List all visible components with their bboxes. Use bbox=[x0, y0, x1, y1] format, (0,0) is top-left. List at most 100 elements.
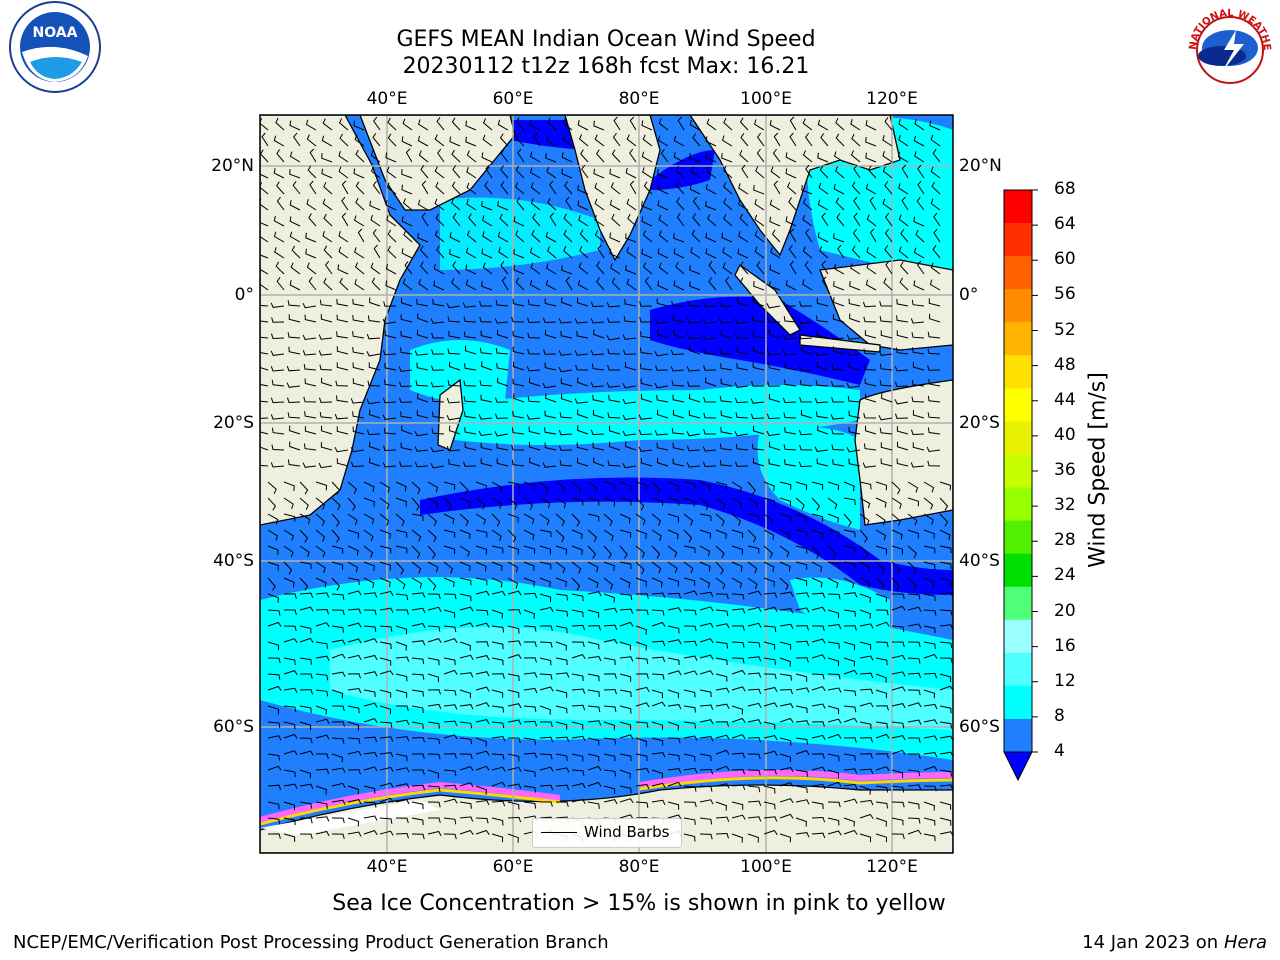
wind-barb bbox=[875, 593, 888, 603]
colorbar-segment bbox=[1004, 322, 1032, 356]
wind-barb bbox=[315, 734, 330, 740]
wind-barb bbox=[384, 379, 397, 387]
wind-barb bbox=[315, 768, 330, 775]
wind-barb bbox=[821, 276, 829, 291]
wind-barb bbox=[395, 561, 405, 575]
wind-barb bbox=[779, 688, 793, 695]
wind-barb bbox=[336, 314, 349, 323]
wind-barb bbox=[379, 497, 390, 510]
wind-barb bbox=[703, 428, 716, 435]
wind-barb bbox=[270, 414, 285, 420]
wind-barb bbox=[875, 497, 887, 508]
wind-barb bbox=[789, 228, 797, 243]
wind-barb bbox=[779, 782, 794, 787]
wind-barb bbox=[401, 297, 413, 307]
wind-barb bbox=[735, 461, 749, 467]
wind-barb bbox=[587, 609, 600, 618]
wind-barb bbox=[687, 333, 701, 339]
wind-barb bbox=[721, 232, 733, 243]
wind-barb bbox=[331, 653, 346, 659]
wind-barb bbox=[939, 784, 953, 790]
wind-barb bbox=[738, 231, 749, 243]
wind-barb bbox=[923, 703, 938, 710]
wind-barb bbox=[385, 152, 397, 163]
wind-barb bbox=[399, 381, 413, 388]
wind-barb bbox=[402, 198, 413, 211]
wind-barb bbox=[363, 718, 378, 724]
wind-barb bbox=[267, 513, 279, 525]
wind-barb bbox=[475, 686, 490, 692]
wind-barb bbox=[513, 216, 525, 227]
wind-barb bbox=[896, 315, 909, 323]
wind-barb bbox=[507, 673, 520, 682]
wind-barb bbox=[395, 689, 408, 698]
wind-barb bbox=[512, 378, 525, 387]
wind-barb bbox=[676, 212, 685, 227]
wind-barb bbox=[363, 513, 375, 525]
wind-barb bbox=[891, 801, 905, 808]
wind-barb bbox=[784, 379, 797, 387]
wind-barb bbox=[624, 299, 637, 307]
wind-barb bbox=[347, 590, 362, 596]
wind-barb bbox=[555, 497, 567, 509]
wind-barb bbox=[811, 497, 821, 511]
legend-line-swatch bbox=[541, 832, 577, 833]
wind-barb bbox=[864, 378, 877, 387]
wind-barb bbox=[913, 216, 925, 227]
wind-barb bbox=[715, 609, 729, 617]
wind-barb bbox=[459, 606, 474, 612]
wind-barb bbox=[705, 183, 717, 195]
wind-barb bbox=[923, 593, 936, 602]
wind-barb bbox=[767, 317, 780, 323]
wind-barb bbox=[939, 624, 953, 630]
wind-barb bbox=[708, 261, 717, 275]
wind-barb bbox=[400, 442, 413, 451]
wind-barb bbox=[363, 801, 377, 808]
wind-barb bbox=[436, 245, 445, 259]
wind-barb bbox=[497, 377, 509, 387]
wind-barb bbox=[625, 441, 637, 451]
wind-barb bbox=[523, 657, 537, 663]
wind-barb bbox=[898, 118, 909, 131]
wind-barb bbox=[563, 245, 573, 259]
wind-barb bbox=[891, 833, 905, 840]
wind-barb bbox=[851, 133, 861, 147]
wind-barb bbox=[267, 765, 282, 771]
wind-barb bbox=[891, 654, 906, 661]
wind-barb bbox=[879, 316, 893, 323]
colorbar-tick-label: 24 bbox=[1054, 565, 1076, 586]
wind-barb bbox=[607, 364, 620, 371]
wind-barb bbox=[784, 362, 797, 371]
wind-barb bbox=[799, 396, 813, 403]
wind-barb bbox=[507, 625, 520, 634]
wind-barb bbox=[475, 655, 490, 661]
wind-barb bbox=[875, 785, 888, 793]
wind-barb bbox=[427, 497, 439, 509]
wind-barb bbox=[932, 245, 941, 259]
wind-barb bbox=[347, 497, 356, 511]
wind-barb bbox=[811, 561, 823, 573]
wind-barb bbox=[865, 137, 877, 147]
wind-barb bbox=[626, 278, 637, 291]
wind-barb bbox=[896, 426, 909, 435]
wind-barb bbox=[379, 736, 394, 742]
wind-barb bbox=[907, 593, 921, 600]
wind-barb bbox=[635, 577, 647, 587]
wind-barb bbox=[763, 513, 774, 526]
wind-barb bbox=[658, 214, 669, 227]
wind-barb bbox=[908, 753, 921, 760]
wind-barb bbox=[833, 297, 845, 307]
wind-barb bbox=[411, 513, 424, 522]
wind-barb bbox=[875, 561, 885, 575]
wind-barb bbox=[299, 817, 313, 824]
wind-barb bbox=[347, 673, 361, 679]
wind-barb bbox=[539, 497, 551, 509]
wind-barb bbox=[865, 152, 877, 163]
wind-barb bbox=[731, 561, 743, 572]
wind-barb bbox=[656, 409, 669, 419]
wind-barb bbox=[315, 705, 327, 715]
wind-barb bbox=[673, 248, 685, 259]
wind-barb bbox=[405, 148, 413, 163]
wind-barb bbox=[443, 669, 458, 675]
wind-barb bbox=[683, 529, 693, 543]
